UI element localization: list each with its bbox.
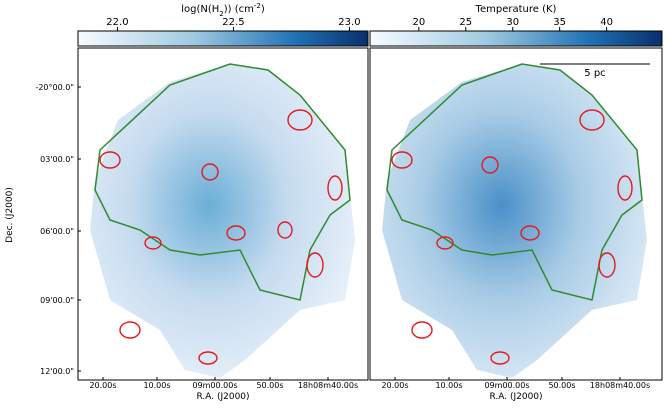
- colorbar-tick-label: 25: [459, 17, 472, 28]
- colorbar-tick-label: 35: [553, 17, 566, 28]
- x-axis-label: R.A. (J2000): [489, 392, 542, 402]
- red-contours: [99, 109, 633, 365]
- y-tick-label: 06'00.0": [40, 227, 74, 236]
- x-tick-label: 10.00s: [143, 381, 170, 390]
- colorbar-label-part: log(N(H: [181, 4, 219, 15]
- scalebar-label: 5 pc: [584, 68, 605, 79]
- x-tick-label: 09m00.00s: [484, 381, 529, 390]
- colorbar: [369, 30, 663, 47]
- x-tick-label: 10.00s: [435, 381, 462, 390]
- y-tick-label: 03'00.0": [40, 155, 74, 164]
- colorbar-tick-label: 22.5: [222, 17, 244, 28]
- maps: 5 pc: [77, 47, 663, 381]
- x-tick-label: 50.00s: [256, 381, 283, 390]
- temperature-map: [382, 64, 647, 378]
- colorbar-tick-label: 23.0: [338, 17, 360, 28]
- x-tick-label: 20.00s: [381, 381, 408, 390]
- y-tick-label: 09'00.0": [40, 296, 74, 305]
- colorbar-label-part: Temperature (K): [475, 4, 557, 15]
- colorbar-label: log(N(H2)) (cm-2): [181, 2, 265, 18]
- x-tick-label: 50.00s: [548, 381, 575, 390]
- x-tick-label: 18h08m40.00s: [298, 381, 358, 390]
- colorbar-tick-label: 20: [412, 17, 425, 28]
- x-tick-label: 18h08m40.00s: [590, 381, 650, 390]
- green-contour: [94, 63, 643, 301]
- x-tick-label: 20.00s: [89, 381, 116, 390]
- colorbar-label-part: )) (cm: [224, 4, 254, 15]
- x-axis-label: R.A. (J2000): [196, 392, 249, 402]
- column-density-map: [90, 64, 355, 378]
- colorbar-tick-label: 40: [600, 17, 613, 28]
- colorbar-tick-label: 22.0: [106, 17, 128, 28]
- colorbar-label-part: -2: [254, 2, 261, 10]
- colorbar-label-part: ): [261, 4, 265, 15]
- colorbar: [77, 30, 369, 47]
- colorbar-label: Temperature (K): [475, 4, 557, 15]
- x-tick-label: 09m00.00s: [192, 381, 237, 390]
- y-axis-label: Dec. (J2000): [5, 187, 15, 243]
- colorbar-label-part: 2: [219, 10, 223, 18]
- colorbar-tick-label: 30: [506, 17, 519, 28]
- y-tick-label: -20°00.0": [35, 83, 74, 92]
- y-tick-label: 12'00.0": [40, 367, 74, 376]
